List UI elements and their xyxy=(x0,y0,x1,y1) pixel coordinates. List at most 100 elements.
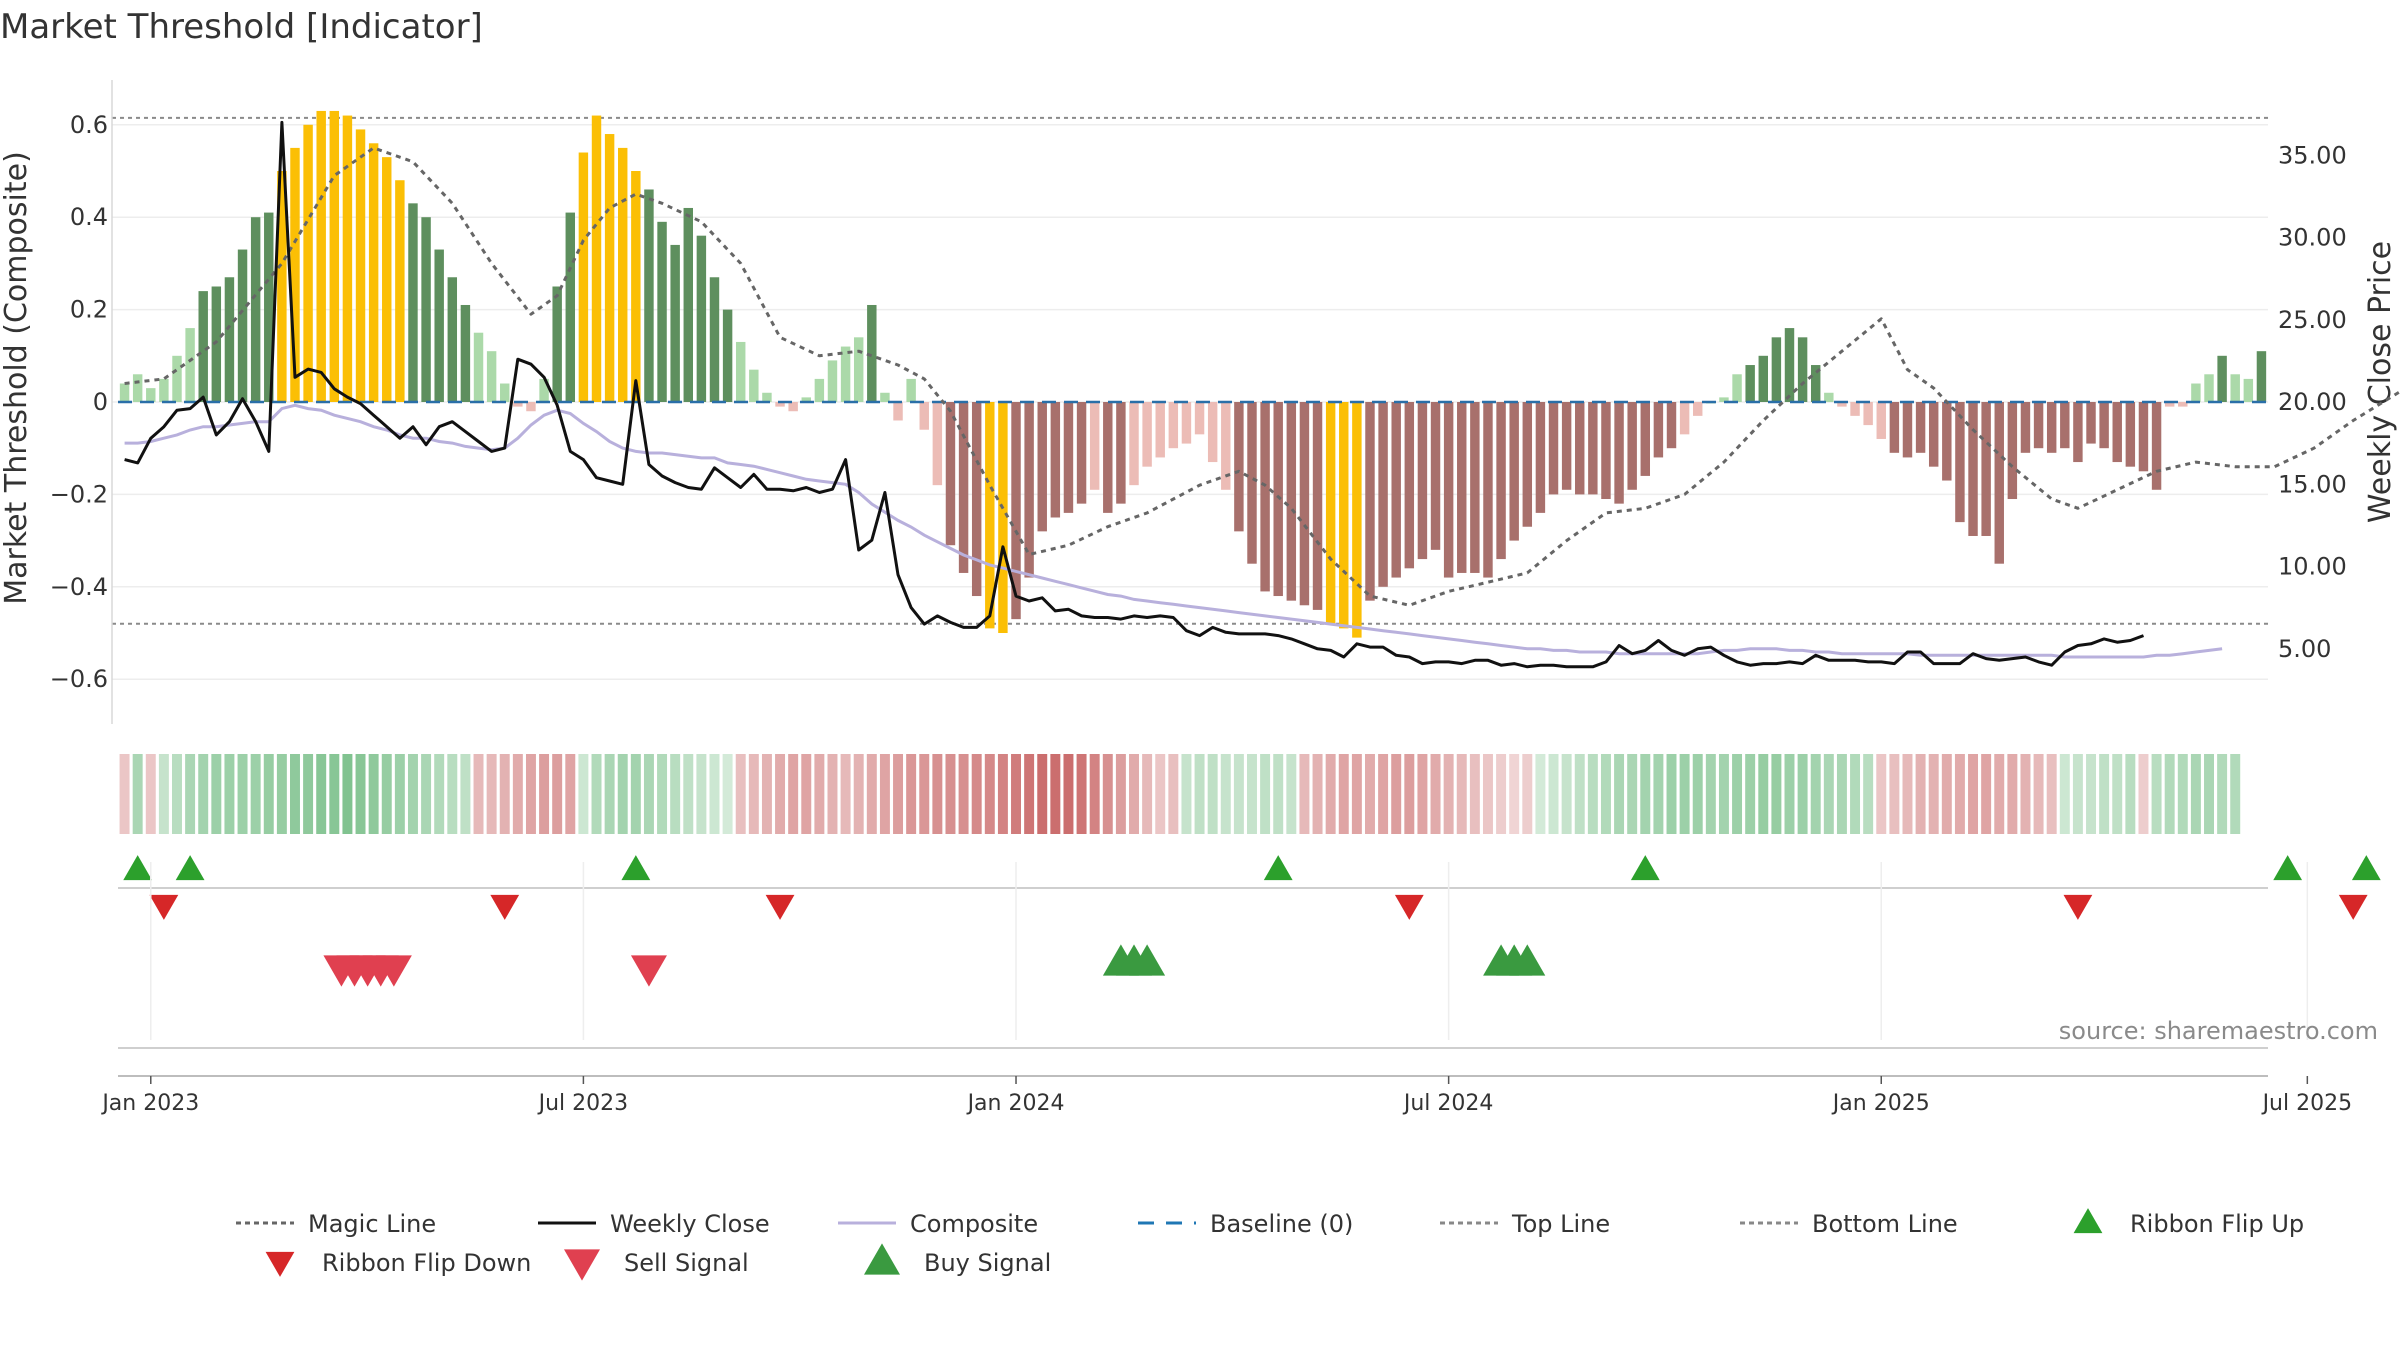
composite-bar xyxy=(1548,402,1559,495)
legend-item: Magic Line xyxy=(236,1210,436,1238)
composite-bar xyxy=(290,147,300,402)
ribbon-cell xyxy=(1391,754,1402,834)
ribbon-cell xyxy=(263,754,274,834)
ribbon-cell xyxy=(1443,754,1454,834)
composite-bar xyxy=(2191,383,2201,402)
ribbon-cell xyxy=(2177,754,2188,834)
ribbon-cell xyxy=(198,754,209,834)
composite-bar xyxy=(1588,402,1598,495)
composite-bar xyxy=(985,402,995,629)
ribbon-cell xyxy=(1902,754,1913,834)
composite-bar xyxy=(2243,378,2254,402)
ribbon-cell xyxy=(1365,754,1375,834)
composite-bar xyxy=(1089,402,1100,490)
source-note: source: sharemaestro.com xyxy=(2059,1017,2378,1045)
right-tick-label: 25.00 xyxy=(2278,306,2347,334)
ribbon-cell xyxy=(1522,754,1533,834)
legend-label: Top Line xyxy=(1511,1210,1610,1238)
ribbon-cell xyxy=(237,754,248,834)
composite-bar xyxy=(382,157,392,402)
ribbon-cell xyxy=(1732,754,1743,834)
ribbon-cell xyxy=(2046,754,2057,834)
ribbon-cell xyxy=(158,754,169,834)
legend-item: Weekly Close xyxy=(538,1210,770,1238)
ribbon-cell xyxy=(1233,754,1244,834)
date-tick-label: Jan 2023 xyxy=(100,1091,199,1116)
composite-bar xyxy=(1981,402,1991,536)
right-tick-label: 30.00 xyxy=(2278,224,2347,252)
buy-signal-marker xyxy=(1129,944,1166,976)
composite-bar xyxy=(2204,374,2214,402)
lines-layer xyxy=(118,120,2400,669)
composite-bar xyxy=(840,346,851,402)
composite-bar xyxy=(1640,402,1651,476)
legend-item: Bottom Line xyxy=(1740,1210,1958,1238)
ribbon-cell xyxy=(2086,754,2096,834)
composite-bar xyxy=(1522,402,1533,527)
right-tick-label: 15.00 xyxy=(2278,470,2347,498)
ribbon-cell xyxy=(1850,754,1861,834)
composite-bar xyxy=(1037,402,1047,532)
ribbon-cell xyxy=(355,754,366,834)
composite-bar xyxy=(119,383,130,402)
legend-item: Sell Signal xyxy=(564,1249,749,1281)
composite-bar xyxy=(814,378,825,402)
ribbon-cell xyxy=(1260,754,1271,834)
ribbon-cell xyxy=(2190,754,2201,834)
composite-bar xyxy=(172,355,182,402)
ribbon-cell xyxy=(434,754,445,834)
composite-bar xyxy=(762,392,772,402)
ribbon-cell xyxy=(814,754,825,834)
composite-bar xyxy=(1535,402,1546,513)
composite-bar xyxy=(880,392,890,402)
ribbon-cell xyxy=(984,754,995,834)
date-tick-label: Jul 2024 xyxy=(1402,1091,1494,1116)
ribbon-cell xyxy=(683,754,694,834)
ribbon-cell xyxy=(1758,754,1769,834)
ribbon-cell xyxy=(879,754,890,834)
ribbon-cell xyxy=(1482,754,1493,834)
date-tick-label: Jan 2025 xyxy=(1831,1091,1930,1116)
legend-marker xyxy=(2073,1208,2103,1234)
composite-bar xyxy=(1784,328,1795,402)
ribbon-cell xyxy=(748,754,759,834)
composite-bar xyxy=(2125,402,2136,467)
ribbon-cell xyxy=(630,754,641,834)
ribbon-cell xyxy=(1417,754,1428,834)
right-tick-label: 5.00 xyxy=(2278,635,2331,663)
ribbon-cell xyxy=(473,754,484,834)
ribbon-cell xyxy=(1509,754,1520,834)
ribbon-cell xyxy=(657,754,668,834)
composite-bar xyxy=(1194,402,1205,435)
composite-bar xyxy=(853,337,864,402)
composite-bar xyxy=(1404,402,1415,569)
composite-bar xyxy=(473,332,484,402)
ribbon-cell xyxy=(172,754,182,834)
ribbon-cell xyxy=(1600,754,1611,834)
ribbon-cell xyxy=(447,754,458,834)
composite-bar xyxy=(801,397,811,402)
buy-signal-marker xyxy=(1509,944,1546,976)
ribbon-cell xyxy=(1050,754,1061,834)
ribbon-cell xyxy=(342,754,353,834)
weekly-close-line xyxy=(124,120,2145,669)
ribbon-cell xyxy=(1089,754,1100,834)
ribbon-flip-down-marker xyxy=(149,894,179,920)
ribbon-cell xyxy=(421,754,432,834)
composite-bar xyxy=(1417,402,1428,560)
composite-bar xyxy=(1719,397,1729,402)
ribbon-cell xyxy=(394,754,405,834)
composite-bar xyxy=(132,374,143,402)
composite-bar xyxy=(1876,402,1886,439)
composite-bar xyxy=(1679,402,1690,435)
ribbon-cell xyxy=(1640,754,1651,834)
ribbon-cell xyxy=(486,754,497,834)
left-tick-label: −0.2 xyxy=(50,480,108,508)
ribbon-cell xyxy=(132,754,143,834)
composite-bar xyxy=(2099,402,2109,449)
composite-bar xyxy=(867,304,877,402)
composite-bar xyxy=(395,180,405,402)
ribbon-cell xyxy=(906,754,917,834)
composite-bar xyxy=(2112,402,2122,463)
